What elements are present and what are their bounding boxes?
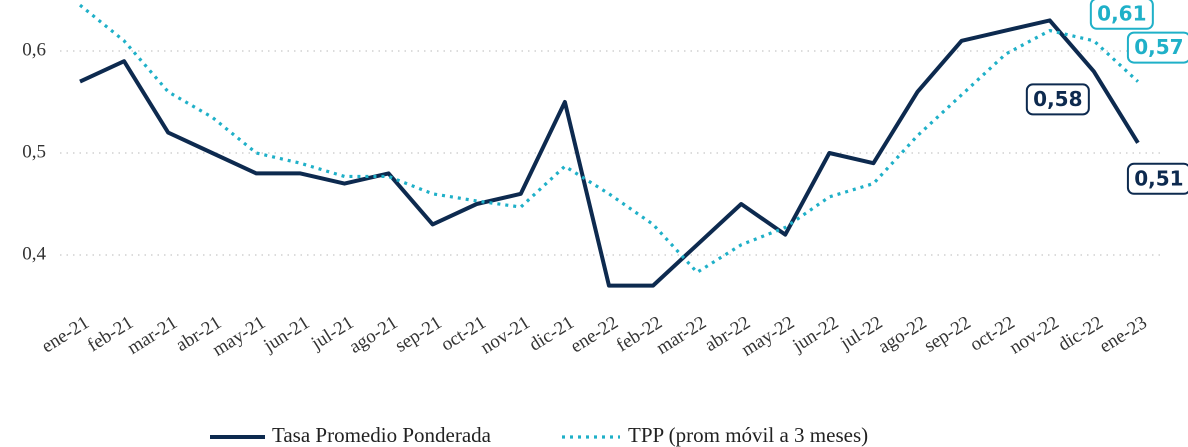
x-tick-label: jun-22: [788, 312, 842, 357]
value-label: 0,51: [1134, 166, 1183, 190]
value-label-box: [1025, 83, 1090, 116]
x-tick-label: dic-22: [1055, 312, 1107, 356]
value-label: 0,58: [1033, 87, 1082, 111]
x-tick-label: jun-21: [259, 312, 313, 357]
legend-label: Tasa Promedio Ponderada: [272, 423, 492, 447]
x-tick-label: dic-21: [526, 312, 578, 356]
y-tick-label: 0,4: [22, 243, 46, 264]
x-tick-label: nov-22: [1006, 312, 1063, 358]
x-tick-label: sep-22: [920, 312, 974, 357]
x-tick-label: ago-21: [346, 312, 402, 358]
series-line: [79, 18, 1140, 288]
x-tick-label: sep-21: [392, 312, 446, 357]
x-tick-label: ene-21: [38, 312, 93, 357]
value-label: 0,57: [1134, 35, 1183, 59]
value-label-box: [1089, 0, 1154, 30]
series-line: [78, 3, 1140, 274]
value-label: 0,61: [1097, 1, 1146, 25]
y-tick-label: 0,6: [22, 39, 46, 60]
y-tick-label: 0,5: [22, 141, 46, 162]
x-tick-label: nov-21: [477, 312, 534, 358]
x-tick-label: ene-23: [1096, 312, 1151, 357]
x-tick-label: mar-21: [124, 312, 181, 359]
x-tick-label: ene-22: [567, 312, 622, 357]
x-tick-label: ago-22: [875, 312, 931, 358]
value-label-box: [1126, 162, 1188, 195]
value-label-box: [1126, 31, 1188, 64]
x-tick-label: mar-22: [653, 312, 710, 359]
legend-label: TPP (prom móvil a 3 meses): [628, 423, 868, 447]
